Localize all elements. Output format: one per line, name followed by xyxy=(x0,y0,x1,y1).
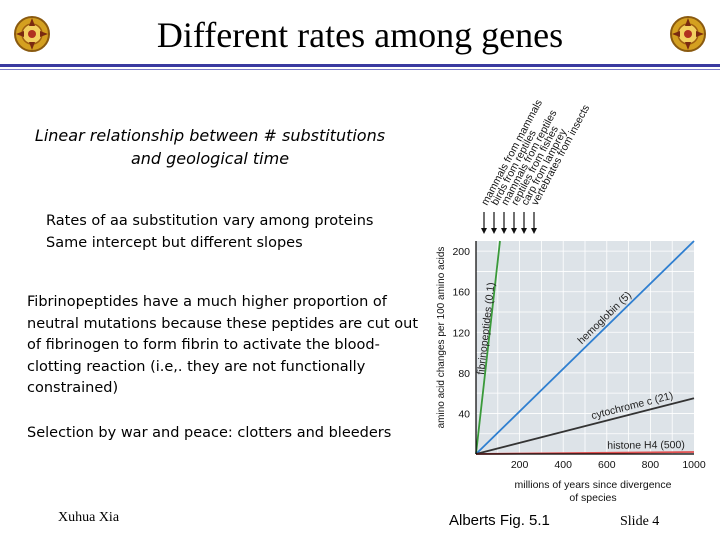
x-tick-label: 600 xyxy=(598,459,616,471)
point-rates: Rates of aa substitution vary among prot… xyxy=(46,210,373,254)
series-line xyxy=(475,397,695,455)
point-selection: Selection by war and peace: clotters and… xyxy=(27,425,392,441)
series-line xyxy=(475,240,501,455)
slide-title: Different rates among genes xyxy=(156,15,564,55)
subtitle-line: Linear relationship between # substituti… xyxy=(34,126,386,145)
title-rule xyxy=(0,64,720,67)
axes: 40 80 120 160 200 200 400 600 800 1000 millions of… xyxy=(436,241,706,504)
x-axis-label: millions of years since divergence xyxy=(515,479,672,491)
y-tick-label: 40 xyxy=(458,408,470,420)
divergence-arrowhead xyxy=(511,228,517,234)
x-tick-label: 1000 xyxy=(682,459,706,471)
university-crest-icon xyxy=(666,12,710,56)
divergence-arrowhead xyxy=(521,228,527,234)
author: Xuhua Xia xyxy=(58,510,120,525)
y-tick-label: 160 xyxy=(452,287,470,299)
slide-number: Slide 4 xyxy=(620,514,660,529)
point-line: Rates of aa substitution vary among prot… xyxy=(46,213,374,229)
subtitle-line: and geological time xyxy=(130,149,290,168)
divergence-arrowhead xyxy=(481,228,487,234)
series-label: histone H4 (500) xyxy=(607,439,685,452)
divergence-arrowhead xyxy=(491,228,497,234)
y-axis-label: amino acid changes per 100 amino acids xyxy=(436,247,447,429)
series-line xyxy=(475,240,695,455)
figure-source: Alberts Fig. 5.1 xyxy=(449,512,550,529)
university-crest-icon xyxy=(10,12,54,56)
y-tick-label: 200 xyxy=(452,246,470,258)
title-rule-thin xyxy=(0,69,720,70)
y-tick-label: 120 xyxy=(452,327,470,339)
divergence-arrowhead xyxy=(501,228,507,234)
series-lines xyxy=(475,240,695,455)
x-tick-label: 200 xyxy=(511,459,529,471)
point-fibrinopeptides: Fibrinopeptides have a much higher propo… xyxy=(27,294,419,396)
y-tick-label: 80 xyxy=(458,368,470,380)
x-tick-label: 400 xyxy=(554,459,572,471)
subtitle: Linear relationship between # substituti… xyxy=(0,124,420,170)
x-tick-label: 800 xyxy=(642,459,660,471)
x-axis-label: of species xyxy=(569,492,616,504)
point-line: Same intercept but different slopes xyxy=(46,235,303,251)
divergence-arrowhead xyxy=(531,228,537,234)
